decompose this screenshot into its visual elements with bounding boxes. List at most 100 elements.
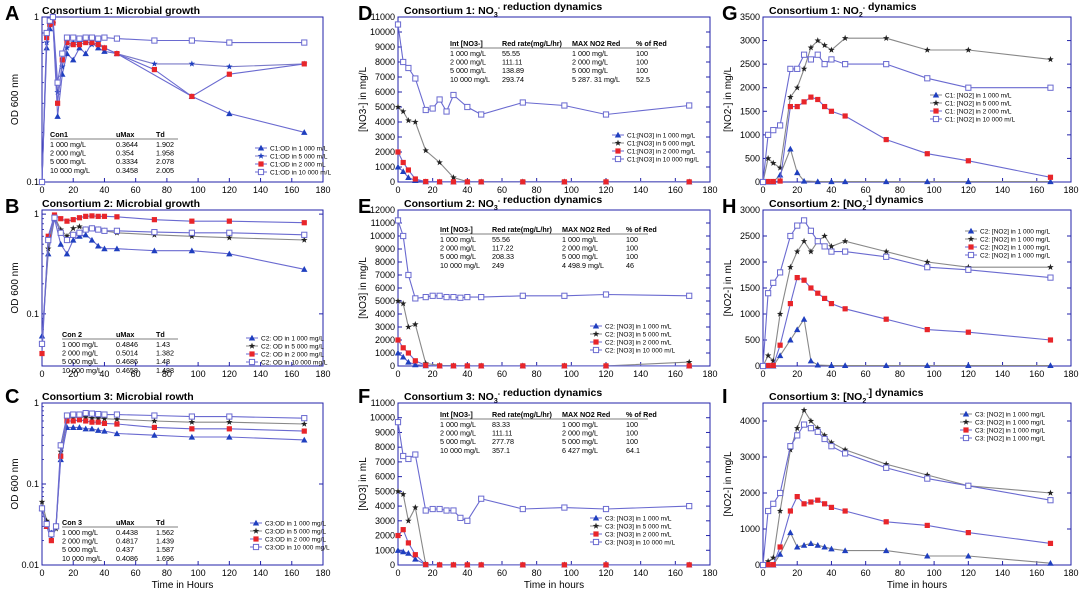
legend: C1: [NO2] in 1 000 m/LC1: [NO2] in 5 000… (930, 91, 1015, 123)
data-point (765, 507, 772, 515)
data-point (45, 236, 52, 244)
series-line (762, 276, 1051, 367)
data-point (43, 520, 50, 528)
data-point (794, 543, 801, 550)
x-tick-label: 80 (895, 369, 905, 379)
data-point (101, 427, 108, 434)
series-1 (759, 406, 1054, 568)
table-cell: 2 000 mg/L (62, 349, 98, 358)
data-point (101, 415, 108, 422)
table-cell: 1.696 (156, 554, 174, 563)
y-axis-label: [NO3] in mL (358, 457, 369, 511)
panel-F: F Consortium 3: NO3- reduction dynamics 0 1… (358, 386, 718, 590)
table-cell: 0.4438 (116, 528, 138, 537)
legend-entry: C1:OD in 1 000 m/L (270, 145, 328, 152)
data-point (841, 446, 849, 453)
data-point (76, 411, 83, 418)
data-point (76, 424, 83, 430)
data-point (457, 514, 464, 521)
x-tick-label: 20 (68, 369, 78, 379)
data-point (101, 411, 108, 418)
table-cell: 1 000 mg/L (62, 528, 98, 537)
series-3 (759, 421, 1054, 569)
data-point (301, 220, 307, 226)
y-axis-label: OD 600 nm (10, 74, 21, 125)
panel-letter: C (5, 386, 19, 408)
data-point (70, 34, 77, 41)
table-cell: 5 000 mg/L (450, 66, 486, 75)
legend-marker (615, 148, 621, 154)
table-cell: 208.33 (492, 252, 514, 261)
data-point (821, 435, 828, 443)
panel-letter: A (5, 3, 19, 25)
data-point (226, 63, 233, 70)
legend-marker (248, 342, 256, 349)
y-tick-label: 6000 (375, 472, 395, 482)
data-point (561, 363, 567, 369)
series-3 (759, 217, 1054, 370)
x-tick-label: 140 (633, 369, 648, 379)
data-point (151, 229, 158, 236)
y-tick-label: 2000 (740, 83, 760, 93)
data-point (38, 498, 46, 505)
y-tick-label: 0 (390, 560, 395, 570)
x-tick-label: 160 (1029, 568, 1044, 578)
data-point (226, 110, 233, 117)
x-tick-label: 140 (633, 568, 648, 578)
plot-frame (762, 402, 1072, 566)
series-line (397, 220, 690, 300)
x-tick-label: 0 (760, 185, 765, 195)
data-point (69, 224, 77, 232)
data-point (815, 497, 821, 503)
data-point (188, 413, 195, 420)
x-tick-label: 0 (39, 568, 44, 578)
data-point (686, 363, 692, 369)
table-cell: 100 (626, 252, 638, 261)
x-tick-label: 160 (1029, 369, 1044, 379)
y-tick-label: 11000 (371, 218, 395, 228)
data-point (83, 418, 89, 424)
data-point (776, 352, 784, 359)
legend-marker (614, 139, 622, 146)
data-point (82, 425, 89, 432)
data-point (478, 363, 484, 369)
data-point (776, 310, 784, 317)
y-tick-label: 6000 (375, 283, 395, 293)
x-tick-label: 180 (702, 369, 717, 379)
data-point (226, 39, 233, 46)
data-point (828, 439, 835, 446)
data-point (924, 475, 931, 482)
data-point (814, 238, 821, 245)
data-point (405, 455, 412, 463)
data-point (602, 291, 610, 298)
data-point (88, 410, 96, 417)
data-point (64, 418, 70, 424)
data-point (1047, 56, 1054, 63)
table-cell: 10 000 mg/L (440, 261, 480, 270)
table-header: Int [NO3-] (450, 39, 483, 48)
data-point (882, 460, 890, 467)
data-point (429, 505, 436, 513)
legend-marker (592, 346, 600, 354)
y-tick-label: 0 (390, 361, 395, 371)
data-point (770, 500, 777, 507)
data-point (400, 58, 407, 66)
y-tick-label: 0.1 (26, 309, 39, 319)
legend-marker (252, 527, 260, 534)
data-point (965, 362, 972, 369)
data-point (883, 136, 889, 143)
legend-entry: C3: [NO2] in 1 000 mg/L (975, 427, 1045, 434)
legend-entry: C2: [NO3] in 1 000 m/L (605, 323, 672, 330)
table-cell: 46 (626, 261, 634, 270)
table-cell: 1.48 (156, 357, 170, 366)
data-point (405, 323, 412, 330)
data-point (794, 169, 801, 176)
table-cell: 1 000 mg/L (562, 235, 598, 244)
x-tick-label: 40 (826, 185, 836, 195)
data-point (59, 63, 66, 70)
table-cell: 5 000 mg/L (440, 252, 476, 261)
data-point (765, 178, 771, 185)
data-point (412, 451, 419, 458)
legend-entry: C3: [NO2] in 1 000 mg/L (975, 435, 1045, 442)
data-point (151, 412, 158, 419)
